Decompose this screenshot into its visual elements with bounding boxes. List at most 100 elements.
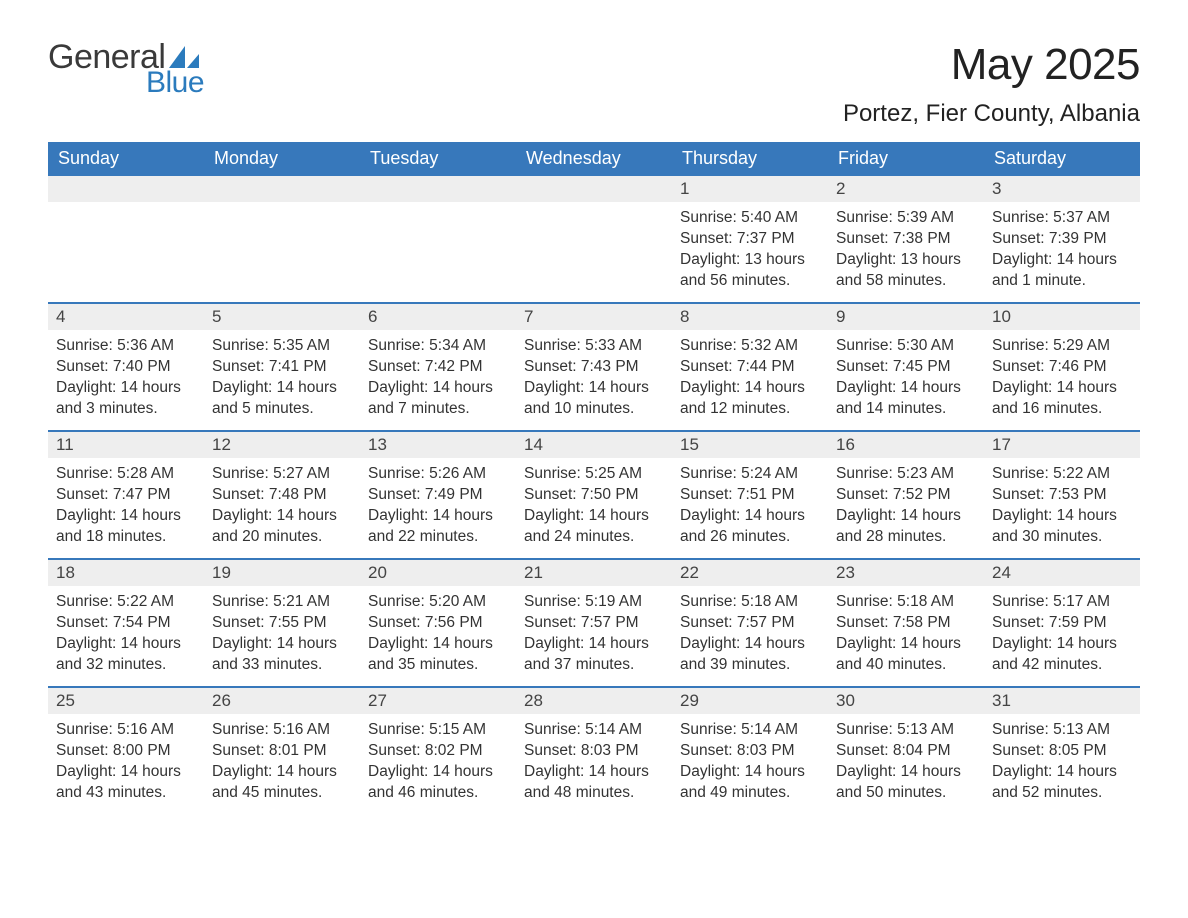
day-number: [204, 176, 360, 202]
day-cell: 31Sunrise: 5:13 AMSunset: 8:05 PMDayligh…: [984, 688, 1140, 814]
daylight-text: Daylight: 14 hours and 26 minutes.: [680, 506, 820, 548]
location-text: Portez, Fier County, Albania: [843, 100, 1140, 128]
daylight-text: Daylight: 14 hours and 32 minutes.: [56, 634, 196, 676]
sunset-text: Sunset: 8:01 PM: [212, 741, 352, 762]
day-cell: 27Sunrise: 5:15 AMSunset: 8:02 PMDayligh…: [360, 688, 516, 814]
sunset-text: Sunset: 7:38 PM: [836, 229, 976, 250]
day-cell: 9Sunrise: 5:30 AMSunset: 7:45 PMDaylight…: [828, 304, 984, 430]
calendar-grid: Sunday Monday Tuesday Wednesday Thursday…: [48, 142, 1140, 814]
sunset-text: Sunset: 7:52 PM: [836, 485, 976, 506]
week-row: 1Sunrise: 5:40 AMSunset: 7:37 PMDaylight…: [48, 176, 1140, 302]
sunset-text: Sunset: 8:04 PM: [836, 741, 976, 762]
sunrise-text: Sunrise: 5:20 AM: [368, 592, 508, 613]
day-number: 14: [516, 432, 672, 458]
sunset-text: Sunset: 7:55 PM: [212, 613, 352, 634]
sunrise-text: Sunrise: 5:23 AM: [836, 464, 976, 485]
day-cell: [360, 176, 516, 302]
daylight-text: Daylight: 14 hours and 1 minute.: [992, 250, 1132, 292]
day-cell: 6Sunrise: 5:34 AMSunset: 7:42 PMDaylight…: [360, 304, 516, 430]
day-details: Sunrise: 5:18 AMSunset: 7:57 PMDaylight:…: [672, 586, 828, 686]
day-details: Sunrise: 5:16 AMSunset: 8:01 PMDaylight:…: [204, 714, 360, 814]
day-cell: 17Sunrise: 5:22 AMSunset: 7:53 PMDayligh…: [984, 432, 1140, 558]
weekday-header: Sunday: [48, 142, 204, 176]
day-details: Sunrise: 5:18 AMSunset: 7:58 PMDaylight:…: [828, 586, 984, 686]
sunset-text: Sunset: 7:47 PM: [56, 485, 196, 506]
day-number: 22: [672, 560, 828, 586]
day-details: Sunrise: 5:29 AMSunset: 7:46 PMDaylight:…: [984, 330, 1140, 430]
day-cell: 3Sunrise: 5:37 AMSunset: 7:39 PMDaylight…: [984, 176, 1140, 302]
sunset-text: Sunset: 7:59 PM: [992, 613, 1132, 634]
day-cell: 15Sunrise: 5:24 AMSunset: 7:51 PMDayligh…: [672, 432, 828, 558]
sunset-text: Sunset: 7:40 PM: [56, 357, 196, 378]
day-number: 13: [360, 432, 516, 458]
day-cell: 8Sunrise: 5:32 AMSunset: 7:44 PMDaylight…: [672, 304, 828, 430]
daylight-text: Daylight: 14 hours and 22 minutes.: [368, 506, 508, 548]
sunset-text: Sunset: 7:54 PM: [56, 613, 196, 634]
sunrise-text: Sunrise: 5:32 AM: [680, 336, 820, 357]
day-number: 11: [48, 432, 204, 458]
sunset-text: Sunset: 7:39 PM: [992, 229, 1132, 250]
daylight-text: Daylight: 14 hours and 20 minutes.: [212, 506, 352, 548]
daylight-text: Daylight: 14 hours and 33 minutes.: [212, 634, 352, 676]
day-cell: 23Sunrise: 5:18 AMSunset: 7:58 PMDayligh…: [828, 560, 984, 686]
day-cell: 4Sunrise: 5:36 AMSunset: 7:40 PMDaylight…: [48, 304, 204, 430]
sunrise-text: Sunrise: 5:28 AM: [56, 464, 196, 485]
month-title: May 2025: [843, 40, 1140, 90]
sunset-text: Sunset: 7:53 PM: [992, 485, 1132, 506]
day-cell: 16Sunrise: 5:23 AMSunset: 7:52 PMDayligh…: [828, 432, 984, 558]
daylight-text: Daylight: 14 hours and 5 minutes.: [212, 378, 352, 420]
day-number: 15: [672, 432, 828, 458]
daylight-text: Daylight: 14 hours and 45 minutes.: [212, 762, 352, 804]
day-cell: [516, 176, 672, 302]
sunrise-text: Sunrise: 5:14 AM: [680, 720, 820, 741]
day-cell: 7Sunrise: 5:33 AMSunset: 7:43 PMDaylight…: [516, 304, 672, 430]
brand-logo: General Blue: [48, 40, 204, 98]
daylight-text: Daylight: 14 hours and 40 minutes.: [836, 634, 976, 676]
daylight-text: Daylight: 14 hours and 49 minutes.: [680, 762, 820, 804]
weekday-header-row: Sunday Monday Tuesday Wednesday Thursday…: [48, 142, 1140, 176]
day-details: Sunrise: 5:40 AMSunset: 7:37 PMDaylight:…: [672, 202, 828, 302]
sunrise-text: Sunrise: 5:14 AM: [524, 720, 664, 741]
weekday-header: Tuesday: [360, 142, 516, 176]
day-cell: 1Sunrise: 5:40 AMSunset: 7:37 PMDaylight…: [672, 176, 828, 302]
sunset-text: Sunset: 7:44 PM: [680, 357, 820, 378]
day-details: Sunrise: 5:20 AMSunset: 7:56 PMDaylight:…: [360, 586, 516, 686]
day-details: Sunrise: 5:30 AMSunset: 7:45 PMDaylight:…: [828, 330, 984, 430]
day-cell: 14Sunrise: 5:25 AMSunset: 7:50 PMDayligh…: [516, 432, 672, 558]
daylight-text: Daylight: 14 hours and 14 minutes.: [836, 378, 976, 420]
day-number: 6: [360, 304, 516, 330]
day-cell: 2Sunrise: 5:39 AMSunset: 7:38 PMDaylight…: [828, 176, 984, 302]
day-details: Sunrise: 5:15 AMSunset: 8:02 PMDaylight:…: [360, 714, 516, 814]
day-cell: 12Sunrise: 5:27 AMSunset: 7:48 PMDayligh…: [204, 432, 360, 558]
sunset-text: Sunset: 7:56 PM: [368, 613, 508, 634]
day-details: Sunrise: 5:33 AMSunset: 7:43 PMDaylight:…: [516, 330, 672, 430]
sunset-text: Sunset: 7:51 PM: [680, 485, 820, 506]
weeks-container: 1Sunrise: 5:40 AMSunset: 7:37 PMDaylight…: [48, 176, 1140, 814]
day-number: 4: [48, 304, 204, 330]
day-number: 28: [516, 688, 672, 714]
day-number: 3: [984, 176, 1140, 202]
day-cell: 29Sunrise: 5:14 AMSunset: 8:03 PMDayligh…: [672, 688, 828, 814]
day-details: Sunrise: 5:39 AMSunset: 7:38 PMDaylight:…: [828, 202, 984, 302]
daylight-text: Daylight: 14 hours and 42 minutes.: [992, 634, 1132, 676]
sunset-text: Sunset: 8:05 PM: [992, 741, 1132, 762]
day-details: Sunrise: 5:34 AMSunset: 7:42 PMDaylight:…: [360, 330, 516, 430]
day-details: Sunrise: 5:28 AMSunset: 7:47 PMDaylight:…: [48, 458, 204, 558]
sunset-text: Sunset: 7:43 PM: [524, 357, 664, 378]
day-details: Sunrise: 5:13 AMSunset: 8:05 PMDaylight:…: [984, 714, 1140, 814]
sunset-text: Sunset: 7:48 PM: [212, 485, 352, 506]
week-row: 4Sunrise: 5:36 AMSunset: 7:40 PMDaylight…: [48, 302, 1140, 430]
sunrise-text: Sunrise: 5:39 AM: [836, 208, 976, 229]
brand-text-blue: Blue: [146, 68, 204, 98]
sunset-text: Sunset: 7:49 PM: [368, 485, 508, 506]
sunset-text: Sunset: 7:50 PM: [524, 485, 664, 506]
day-cell: 20Sunrise: 5:20 AMSunset: 7:56 PMDayligh…: [360, 560, 516, 686]
sunrise-text: Sunrise: 5:18 AM: [836, 592, 976, 613]
day-number: 23: [828, 560, 984, 586]
title-block: May 2025 Portez, Fier County, Albania: [843, 40, 1140, 128]
sunrise-text: Sunrise: 5:21 AM: [212, 592, 352, 613]
day-details: Sunrise: 5:22 AMSunset: 7:53 PMDaylight:…: [984, 458, 1140, 558]
sunset-text: Sunset: 8:00 PM: [56, 741, 196, 762]
day-details: Sunrise: 5:35 AMSunset: 7:41 PMDaylight:…: [204, 330, 360, 430]
sunrise-text: Sunrise: 5:33 AM: [524, 336, 664, 357]
